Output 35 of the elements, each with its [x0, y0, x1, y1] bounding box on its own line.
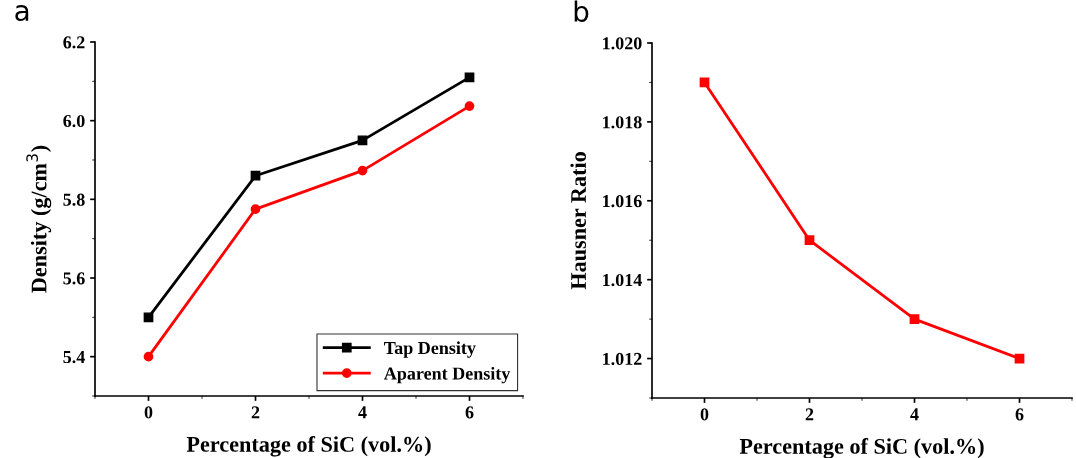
x-axis-title: Percentage of SiC (vol.%)	[739, 437, 984, 458]
x-tick-label: 2	[251, 406, 260, 419]
x-tick-label: 0	[144, 406, 153, 419]
x-tick-label: 6	[465, 406, 474, 419]
point	[464, 101, 475, 111]
y-axis-title: Density (g/cm$^{3}$)	[26, 145, 52, 293]
point	[250, 170, 261, 181]
y-tick-label: 1.012	[603, 352, 642, 366]
y-tick-label: 5.4	[63, 351, 85, 364]
point	[250, 204, 261, 215]
x-axis-title: Percentage of SiC (vol.%)	[186, 435, 431, 457]
point	[804, 235, 815, 246]
x-tick-label: 2	[805, 408, 814, 421]
y-axis-title: Hausner Ratio	[570, 152, 587, 290]
x-tick-label: 4	[358, 406, 367, 419]
y-tick-label: 6.2	[63, 36, 85, 49]
legend-label: Aparent Density	[383, 366, 511, 384]
point	[143, 351, 154, 362]
y-tick-label: 1.020	[603, 37, 642, 50]
text: b	[574, 0, 589, 22]
x-tick-label: 0	[700, 408, 709, 421]
point	[357, 165, 368, 176]
y-tick-label: 6.0	[63, 114, 85, 128]
y-tick-label: 1.014	[603, 273, 642, 287]
y-tick-label: 1.016	[603, 195, 642, 208]
legend-label: Tap Density	[384, 341, 476, 358]
point	[143, 312, 154, 323]
y-tick-label: 1.018	[603, 116, 642, 129]
x-tick-label: 6	[1015, 408, 1024, 421]
point	[357, 135, 368, 146]
x-tick-label: 4	[910, 408, 919, 421]
y-tick-label: 5.8	[63, 193, 85, 206]
y-tick-label: 5.6	[63, 272, 85, 285]
point	[909, 314, 920, 324]
text: a	[15, 5, 29, 22]
